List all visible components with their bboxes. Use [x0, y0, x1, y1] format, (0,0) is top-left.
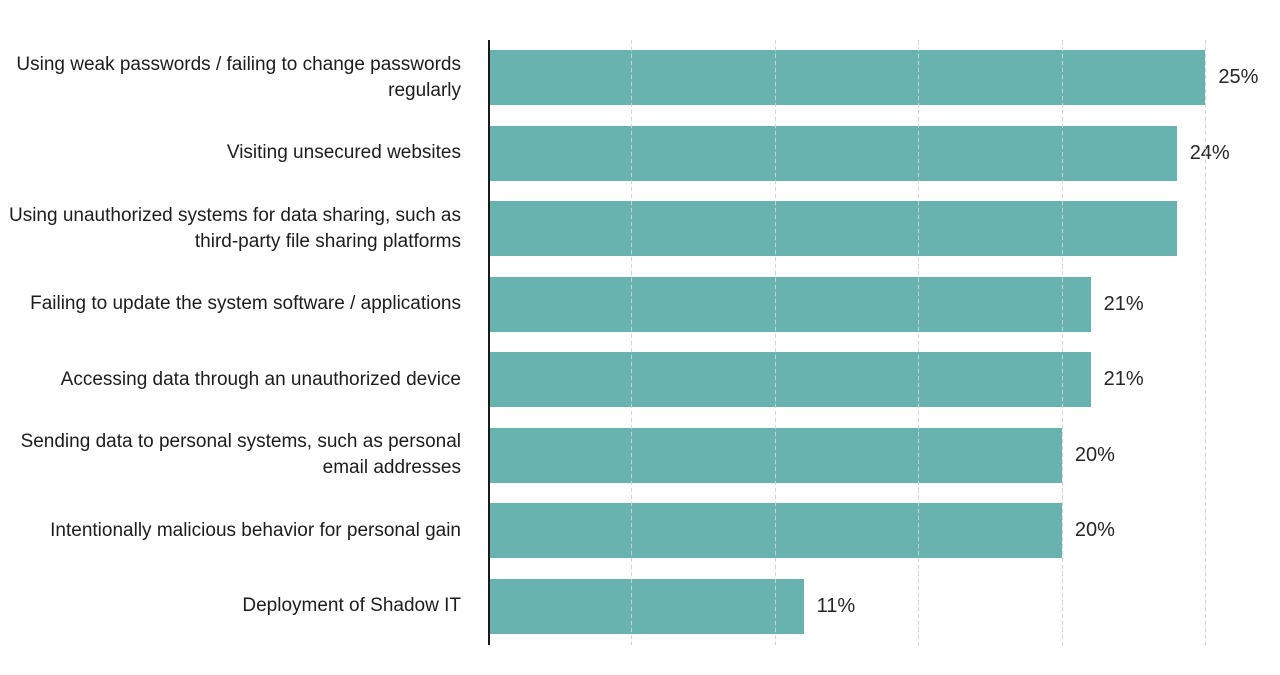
- category-label: Visiting unsecured websites: [226, 142, 461, 164]
- bar-track: 20%: [488, 503, 1280, 559]
- bar-row: Accessing data through an unauthorized d…: [0, 342, 1280, 418]
- bar: [488, 125, 1177, 181]
- bar-track: 21%: [488, 352, 1280, 408]
- value-label: 21%: [1103, 368, 1144, 391]
- bar: [488, 50, 1206, 106]
- category-label: Using unauthorized systems for data shar…: [8, 204, 461, 252]
- bar-rows: Using weak passwords / failing to change…: [0, 40, 1280, 644]
- bar-track: [488, 201, 1280, 257]
- bar-track: 20%: [488, 427, 1280, 483]
- bar: [488, 201, 1177, 257]
- value-label: 21%: [1103, 292, 1144, 315]
- bar-row: Failing to update the system software / …: [0, 267, 1280, 343]
- bar-track: 21%: [488, 276, 1280, 332]
- value-label: 20%: [1074, 443, 1115, 466]
- bar-row: Intentionally malicious behavior for per…: [0, 493, 1280, 569]
- category-label: Failing to update the system software / …: [30, 293, 461, 315]
- value-label: 24%: [1189, 141, 1230, 164]
- bar: [488, 578, 804, 634]
- bar: [488, 503, 1062, 559]
- bar: [488, 352, 1091, 408]
- category-label: Accessing data through an unauthorized d…: [60, 368, 461, 390]
- bar-track: 11%: [488, 578, 1280, 634]
- bar-track: 24%: [488, 125, 1280, 181]
- bar: [488, 427, 1062, 483]
- bar-row: Visiting unsecured websites 24%: [0, 116, 1280, 192]
- bar-row: Sending data to personal systems, such a…: [0, 418, 1280, 494]
- value-label: 11%: [816, 594, 856, 617]
- category-label: Intentionally malicious behavior for per…: [50, 519, 461, 541]
- bar-row: Deployment of Shadow IT 11%: [0, 569, 1280, 645]
- bar-row: Using weak passwords / failing to change…: [0, 40, 1280, 116]
- value-label: 20%: [1074, 519, 1115, 542]
- bar: [488, 276, 1091, 332]
- bar-track: 25%: [488, 50, 1280, 106]
- category-label: Deployment of Shadow IT: [242, 595, 461, 617]
- bar-row: Using unauthorized systems for data shar…: [0, 191, 1280, 267]
- category-label: Sending data to personal systems, such a…: [20, 431, 461, 479]
- value-label: 25%: [1218, 66, 1259, 89]
- category-label: Using weak passwords / failing to change…: [16, 53, 461, 101]
